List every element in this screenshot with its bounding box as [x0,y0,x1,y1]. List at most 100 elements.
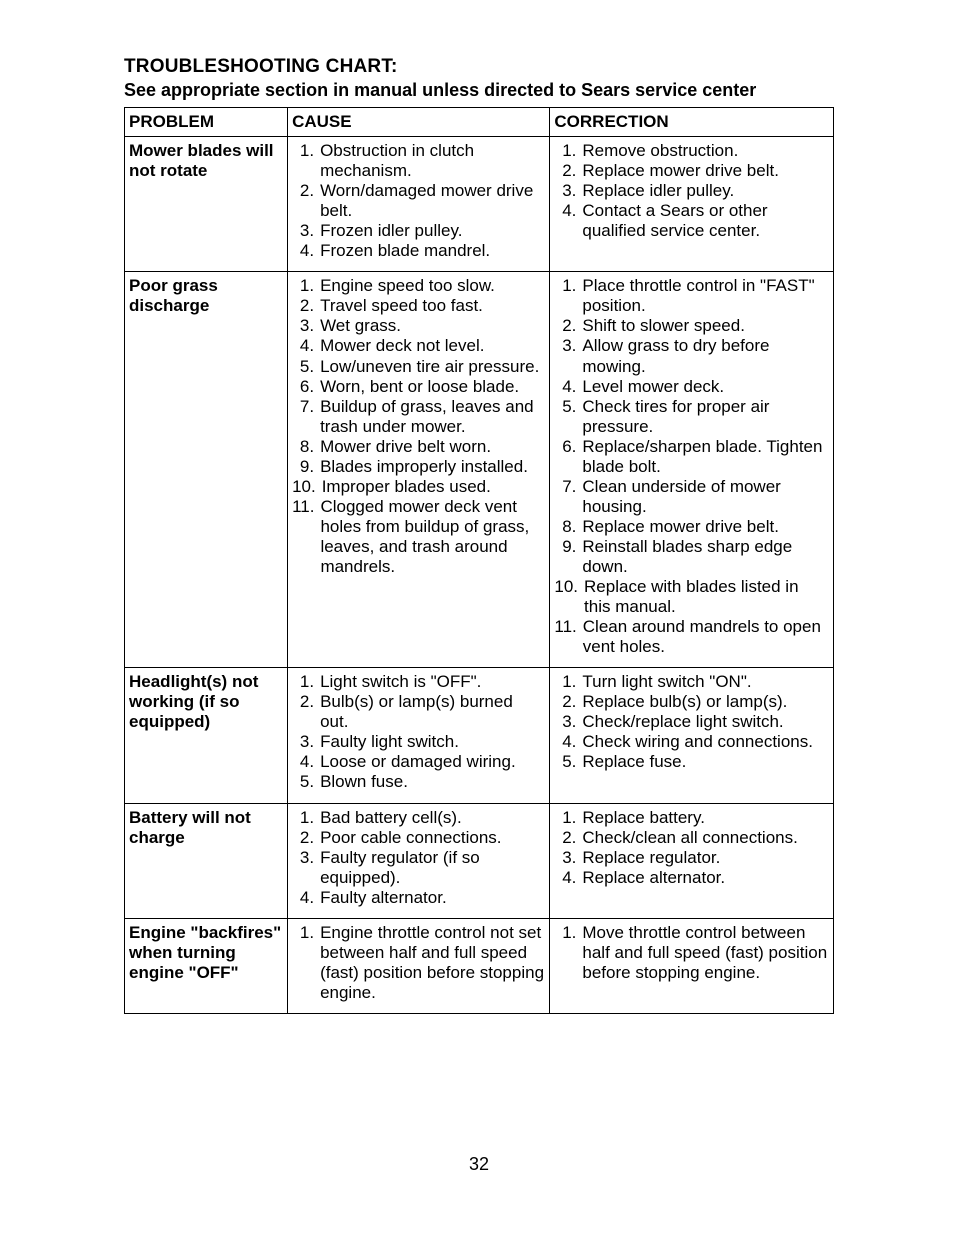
list-item-text: Obstruction in clutch mechanism. [318,141,545,181]
list-item-number: 3. [292,221,318,241]
problem-cell: Poor grass discharge [125,272,288,668]
list-item-text: Replace mower drive belt. [580,517,829,537]
list-item-number: 4. [292,888,318,908]
list-item-text: Worn/damaged mower drive belt. [318,181,545,221]
list-item-text: Reinstall blades sharp edge down. [580,537,829,577]
troubleshooting-table: PROBLEM CAUSE CORRECTION Mower blades wi… [124,107,834,1014]
list-item-number: 1. [292,141,318,161]
list-item: 2.Bulb(s) or lamp(s) burned out. [292,692,545,732]
list-item-text: Poor cable connections. [318,828,545,848]
list-item-text: Level mower deck. [580,377,829,397]
list-item-number: 2. [292,828,318,848]
list-item: 3.Faulty regulator (if so equipped). [292,848,545,888]
table-row: Poor grass discharge1.Engine speed too s… [125,272,834,668]
numbered-list: 1.Bad battery cell(s).2.Poor cable conne… [292,808,545,908]
list-item-text: Allow grass to dry before mowing. [580,336,829,376]
page-number: 32 [124,1154,834,1175]
list-item-number: 1. [292,672,318,692]
list-item: 3.Wet grass. [292,316,545,336]
list-item-text: Replace/sharpen blade. Tighten blade bol… [580,437,829,477]
list-item-text: Move throttle control between half and f… [580,923,829,983]
list-item: 4.Mower deck not level. [292,336,545,356]
list-item-number: 2. [292,692,318,712]
list-item-number: 11. [292,497,318,517]
list-item-text: Travel speed too fast. [318,296,545,316]
list-item: 9.Reinstall blades sharp edge down. [554,537,829,577]
list-item-number: 2. [292,296,318,316]
list-item: 2.Replace mower drive belt. [554,161,829,181]
list-item-text: Check tires for proper air pressure. [580,397,829,437]
cause-cell: 1.Light switch is "OFF".2.Bulb(s) or lam… [288,668,550,803]
numbered-list: 1.Remove obstruction.2.Replace mower dri… [554,141,829,241]
list-item-number: 4. [292,336,318,356]
col-header-correction: CORRECTION [550,108,834,137]
list-item-text: Shift to slower speed. [580,316,829,336]
list-item: 5.Replace fuse. [554,752,829,772]
list-item: 2.Shift to slower speed. [554,316,829,336]
list-item: 3.Allow grass to dry before mowing. [554,336,829,376]
page-container: TROUBLESHOOTING CHART: See appropriate s… [0,0,954,1215]
list-item-text: Faulty light switch. [318,732,545,752]
list-item-number: 11. [554,617,580,637]
list-item-number: 3. [554,336,580,356]
numbered-list: 1.Obstruction in clutch mechanism.2.Worn… [292,141,545,261]
list-item-text: Replace mower drive belt. [580,161,829,181]
list-item: 5.Check tires for proper air pressure. [554,397,829,437]
list-item: 2.Check/clean all connections. [554,828,829,848]
list-item-text: Contact a Sears or other qualified servi… [580,201,829,241]
table-row: Mower blades will not rotate1.Obstructio… [125,137,834,272]
list-item: 5.Blown fuse. [292,772,545,792]
list-item-text: Light switch is "OFF". [318,672,545,692]
list-item-text: Engine speed too slow. [318,276,545,296]
list-item: 5.Low/uneven tire air pressure. [292,357,545,377]
list-item-text: Frozen blade mandrel. [318,241,545,261]
list-item: 11.Clean around mandrels to open vent ho… [554,617,829,657]
chart-subtitle: See appropriate section in manual unless… [124,80,834,101]
list-item-text: Mower deck not level. [318,336,545,356]
list-item-text: Mower drive belt worn. [318,437,545,457]
list-item: 6.Worn, bent or loose blade. [292,377,545,397]
list-item: 6.Replace/sharpen blade. Tighten blade b… [554,437,829,477]
table-row: Engine "backfires" when turning engine "… [125,918,834,1013]
list-item-number: 1. [292,276,318,296]
list-item-number: 3. [554,712,580,732]
correction-cell: 1.Place throttle control in "FAST" posit… [550,272,834,668]
list-item-text: Blades improperly installed. [318,457,545,477]
list-item: 3.Replace regulator. [554,848,829,868]
list-item-text: Replace regulator. [580,848,829,868]
list-item-text: Worn, bent or loose blade. [318,377,545,397]
list-item-text: Clean around mandrels to open vent holes… [581,617,829,657]
list-item-number: 6. [554,437,580,457]
list-item: 4.Replace alternator. [554,868,829,888]
list-item: 8.Mower drive belt worn. [292,437,545,457]
list-item-number: 4. [554,868,580,888]
list-item: 10.Improper blades used. [292,477,545,497]
list-item: 8.Replace mower drive belt. [554,517,829,537]
list-item-text: Replace battery. [580,808,829,828]
list-item-text: Clean underside of mower housing. [580,477,829,517]
list-item-text: Bulb(s) or lamp(s) burned out. [318,692,545,732]
list-item: 1.Turn light switch "ON". [554,672,829,692]
list-item-number: 1. [554,808,580,828]
list-item-text: Replace idler pulley. [580,181,829,201]
numbered-list: 1.Engine throttle control not set betwee… [292,923,545,1003]
correction-cell: 1.Move throttle control between half and… [550,918,834,1013]
list-item-text: Replace with blades listed in this manua… [582,577,829,617]
list-item: 7.Clean underside of mower housing. [554,477,829,517]
list-item-text: Remove obstruction. [580,141,829,161]
list-item-text: Blown fuse. [318,772,545,792]
list-item: 1.Remove obstruction. [554,141,829,161]
list-item-number: 3. [554,848,580,868]
list-item-number: 1. [292,808,318,828]
list-item-text: Bad battery cell(s). [318,808,545,828]
list-item: 3.Faulty light switch. [292,732,545,752]
chart-title: TROUBLESHOOTING CHART: [124,56,834,78]
list-item: 1.Replace battery. [554,808,829,828]
cause-cell: 1.Engine speed too slow.2.Travel speed t… [288,272,550,668]
list-item-number: 2. [554,828,580,848]
list-item-text: Replace fuse. [580,752,829,772]
col-header-cause: CAUSE [288,108,550,137]
list-item-text: Frozen idler pulley. [318,221,545,241]
list-item-number: 3. [292,316,318,336]
table-row: Headlight(s) not working (if so equipped… [125,668,834,803]
